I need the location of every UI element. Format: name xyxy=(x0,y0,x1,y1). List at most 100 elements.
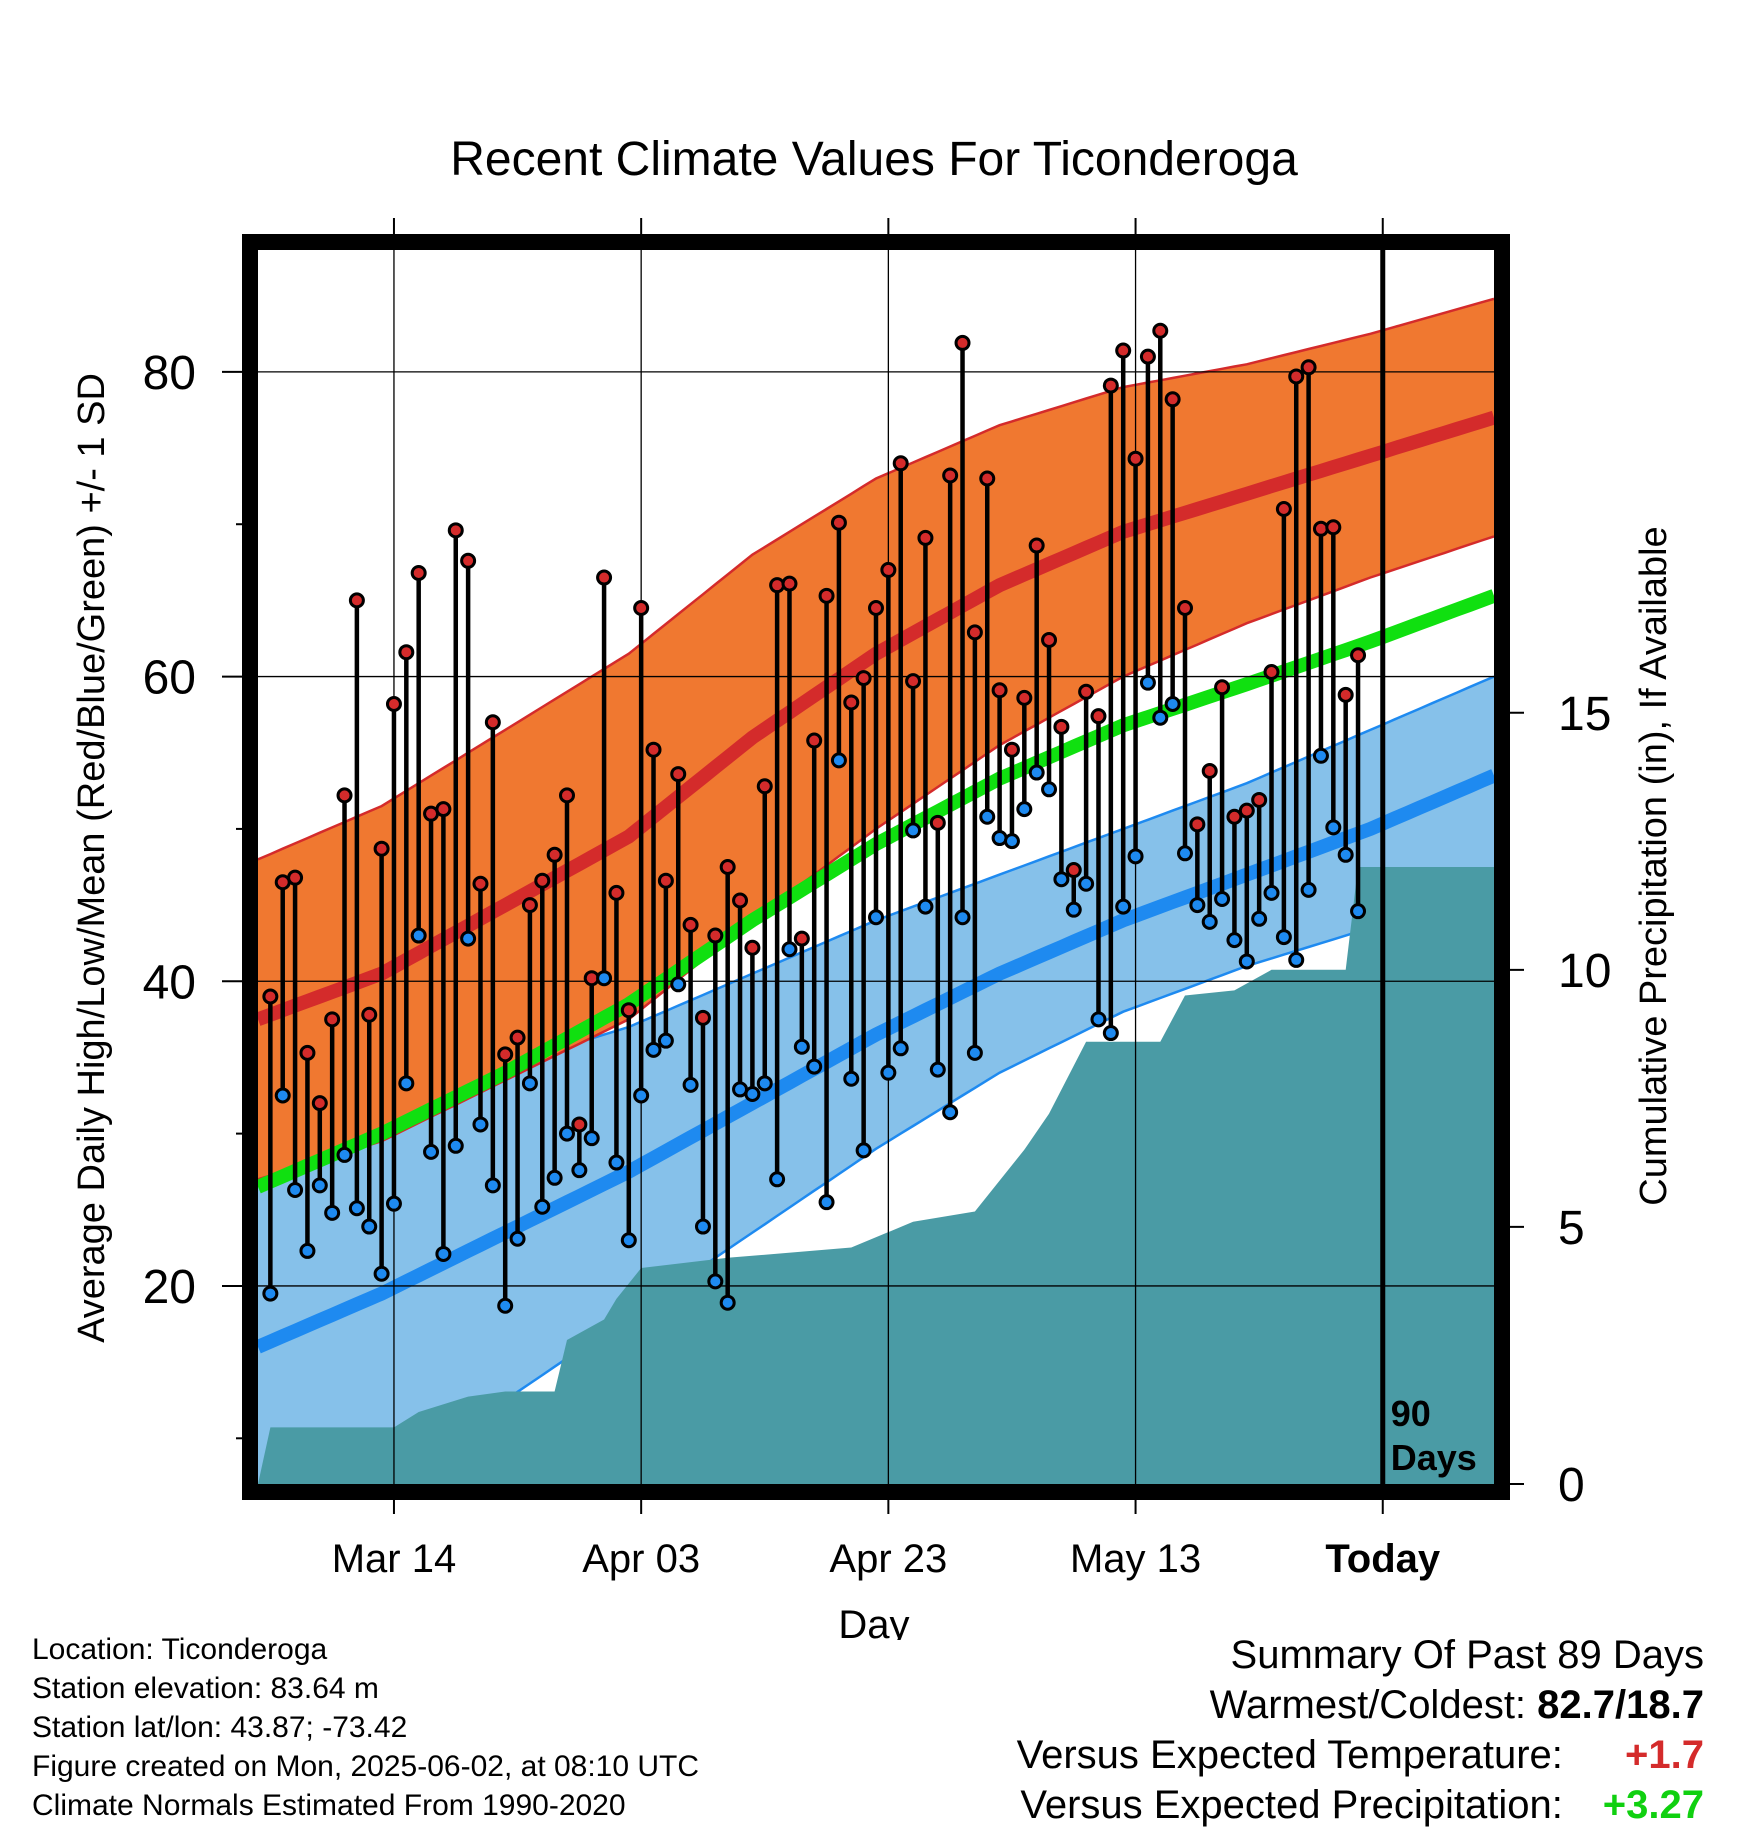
warmest-coldest-value: 82.7/18.7 xyxy=(1537,1683,1704,1727)
daily-high-point xyxy=(868,600,884,617)
daily-high-point xyxy=(732,892,749,909)
summary-heading: Summary Of Past 89 Days xyxy=(1230,1633,1704,1677)
daily-low-point xyxy=(385,1195,402,1212)
daily-low-point xyxy=(1337,846,1354,863)
daily-low-point xyxy=(905,822,922,839)
daily-high-point xyxy=(1090,708,1107,725)
daily-high-point xyxy=(1238,802,1255,819)
y2-tick-label: 5 xyxy=(1558,1202,1585,1255)
daily-high-point xyxy=(262,988,279,1005)
daily-low-point xyxy=(769,1171,786,1188)
x-axis-label: Day xyxy=(838,1603,909,1640)
daily-high-point xyxy=(1065,862,1082,879)
y2-tick-label: 0 xyxy=(1558,1459,1585,1512)
daily-high-point xyxy=(707,927,724,944)
daily-high-point xyxy=(1028,537,1045,554)
daily-low-point xyxy=(633,1087,650,1104)
daily-low-point xyxy=(1164,695,1181,712)
daily-high-point xyxy=(1325,519,1342,536)
daily-low-point xyxy=(287,1181,304,1198)
y-axis-label: Average Daily High/Low/Mean (Red/Blue/Gr… xyxy=(71,373,113,1343)
cumulative-precip-area xyxy=(258,867,1494,1484)
low-sd-band xyxy=(258,676,1494,1484)
daily-high-point xyxy=(509,1029,526,1046)
daily-low-point xyxy=(1350,903,1367,920)
daily-low-point xyxy=(781,941,798,958)
daily-low-point xyxy=(645,1041,662,1058)
daily-low-point xyxy=(966,1044,983,1061)
daily-high-point xyxy=(287,869,304,886)
daily-low-point xyxy=(657,1032,674,1049)
daily-high-point xyxy=(620,1002,637,1019)
daily-low-point xyxy=(1102,1025,1119,1042)
x-tick-label: Mar 14 xyxy=(332,1537,457,1581)
daily-low-point xyxy=(324,1204,341,1221)
daily-low-point xyxy=(1152,709,1169,726)
daily-high-point xyxy=(1288,368,1305,385)
daily-high-point xyxy=(645,741,662,758)
x-tick-label: Apr 03 xyxy=(582,1537,700,1581)
x-tick-label: May 13 xyxy=(1070,1537,1201,1581)
daily-high-point xyxy=(398,644,415,661)
daily-high-point xyxy=(571,1116,588,1133)
daily-low-point xyxy=(1312,747,1329,764)
daily-high-point xyxy=(410,564,427,581)
daily-high-point xyxy=(1016,689,1033,706)
daily-high-point xyxy=(818,587,835,604)
daily-low-point xyxy=(1201,913,1218,930)
location-text: Location: Ticonderoga xyxy=(32,1633,328,1666)
daily-high-point xyxy=(534,872,551,889)
daily-low-point xyxy=(571,1162,588,1179)
daily-low-point xyxy=(744,1085,761,1102)
daily-low-point xyxy=(929,1061,946,1078)
daily-high-point xyxy=(1226,808,1243,825)
x-tick-label: Today xyxy=(1325,1537,1441,1581)
daily-high-point xyxy=(843,694,860,711)
daily-low-point xyxy=(484,1177,501,1194)
daily-low-point xyxy=(1090,1011,1107,1028)
high-band-upper-edge xyxy=(258,297,1494,861)
daily-high-point xyxy=(324,1011,341,1028)
daily-high-point xyxy=(806,732,823,749)
today-days-number: 90 xyxy=(1391,1393,1431,1434)
daily-high-point xyxy=(311,1095,328,1112)
daily-low-point xyxy=(670,976,687,993)
today-days-word: Days xyxy=(1391,1437,1477,1478)
daily-high-point xyxy=(1152,322,1169,339)
y2-tick-label: 15 xyxy=(1558,688,1611,741)
latlon-text: Station lat/lon: 43.87; -73.42 xyxy=(32,1711,408,1744)
daily-low-point xyxy=(954,909,971,926)
daily-low-point xyxy=(274,1087,291,1104)
daily-low-point xyxy=(1238,953,1255,970)
daily-low-point xyxy=(435,1245,452,1262)
daily-high-point xyxy=(596,569,613,586)
daily-low-point xyxy=(1003,833,1020,850)
daily-low-point xyxy=(1263,884,1280,901)
daily-high-point xyxy=(1115,342,1132,359)
daily-high-point xyxy=(472,875,489,892)
daily-high-point xyxy=(1337,686,1354,703)
y-tick-label: 80 xyxy=(143,347,196,400)
daily-low-point xyxy=(682,1076,699,1093)
daily-low-point xyxy=(583,1130,600,1147)
daily-high-point xyxy=(348,592,365,609)
daily-high-point xyxy=(361,1006,378,1023)
temp-vs-expected-label: Versus Expected Temperature: xyxy=(1016,1733,1563,1777)
temp-vs-expected-value: +1.7 xyxy=(1625,1733,1704,1777)
daily-low-point xyxy=(756,1075,773,1092)
daily-high-point xyxy=(373,840,390,857)
daily-low-point xyxy=(608,1154,625,1171)
daily-low-point xyxy=(979,808,996,825)
daily-low-point xyxy=(534,1198,551,1215)
daily-low-point xyxy=(1053,871,1070,888)
daily-high-point xyxy=(447,522,464,539)
daily-high-point xyxy=(497,1046,514,1063)
daily-high-point xyxy=(657,872,674,889)
daily-low-point xyxy=(348,1200,365,1217)
daily-low-point xyxy=(1325,819,1342,836)
daily-low-point xyxy=(830,752,847,769)
daily-low-point xyxy=(707,1273,724,1290)
plot-frame xyxy=(242,234,1510,1500)
